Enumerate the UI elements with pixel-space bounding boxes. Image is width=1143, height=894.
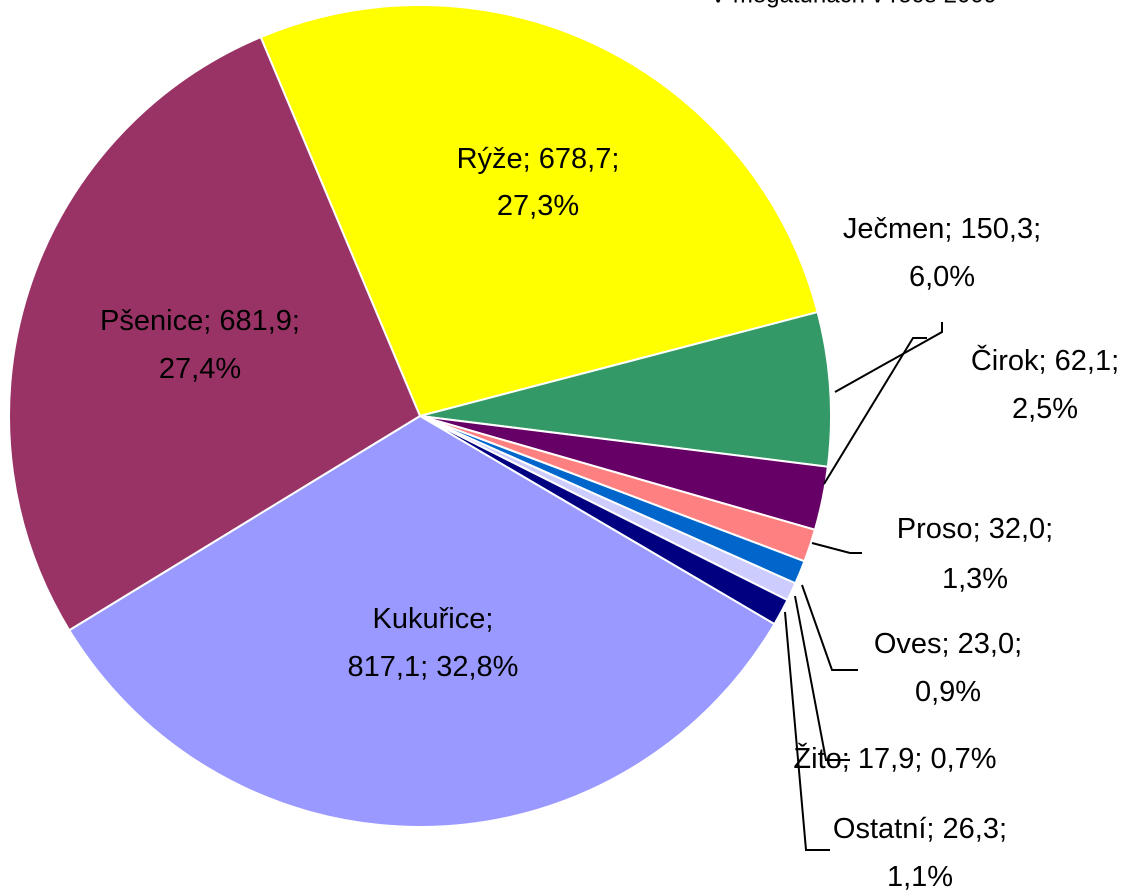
label-separator: ; [944,213,960,245]
data-label: Rýže; 678,7; [457,143,620,175]
data-label: Oves; 23,0; [874,628,1022,660]
label-part: 62,1 [1055,345,1111,377]
label-part: 26,3 [943,813,999,845]
leader-line [794,595,850,761]
label-separator: ; [1033,213,1041,245]
data-label: 6,0% [909,261,975,293]
label-part: 6,0% [909,261,975,293]
label-part: 2,5% [1012,393,1078,425]
label-part: 0,7% [930,743,996,775]
label-part: 27,4% [159,353,241,385]
pie-slice [67,414,776,828]
label-separator: ; [611,143,619,175]
pie-slice [8,35,422,632]
data-label: Čirok; 62,1; [971,343,1119,377]
leader-line [801,584,858,671]
label-part: 817,1 [348,651,421,683]
label-part: 27,3% [497,190,579,222]
data-label: 27,3% [497,190,579,222]
data-label: Proso; 32,0; [897,513,1053,545]
label-part: 32,8% [436,651,518,683]
data-label: Pšenice; 681,9; [100,305,300,337]
label-separator: ; [485,603,493,635]
label-part: 1,1% [887,861,953,893]
label-part: Ječmen [843,213,945,245]
label-part: Čirok [971,343,1039,377]
data-label: 27,4% [159,353,241,385]
label-separator: ; [914,743,930,775]
data-label: Ostatní; 26,3; [833,813,1007,845]
label-part: 32,0 [989,513,1045,545]
data-label: Žito; 17,9; 0,7% [793,742,996,775]
leader-line [784,611,830,851]
leader-line [823,337,927,485]
label-part: Proso [897,513,973,545]
label-separator: ; [1039,345,1055,377]
leader-line [811,542,862,554]
label-separator: ; [1045,513,1053,545]
label-separator: ; [420,651,436,683]
label-separator: ; [1111,345,1119,377]
data-label: 1,1% [887,861,953,893]
label-part: 23,0 [958,628,1014,660]
label-part: 150,3 [961,213,1034,245]
label-part: Rýže [457,143,523,175]
label-separator: ; [523,143,539,175]
label-separator: ; [1014,628,1022,660]
label-part: Oves [874,628,942,660]
label-part: Pšenice [100,305,203,337]
label-separator: ; [842,743,858,775]
label-separator: ; [942,628,958,660]
data-label: 2,5% [1012,393,1078,425]
pie-slice [259,4,819,418]
data-label: 1,3% [942,563,1008,595]
label-separator: ; [203,305,219,337]
leader-line [834,322,943,393]
label-separator: ; [999,813,1007,845]
label-part: Ostatní [833,813,927,845]
label-part: 0,9% [915,676,981,708]
label-part: 681,9 [219,305,292,337]
chart-subtitle: V megatunách v roce 2009 [710,0,997,8]
label-part: Kukuřice [373,603,486,635]
label-separator: ; [926,813,942,845]
data-label: Kukuřice; [373,603,494,635]
data-label: 817,1; 32,8% [348,651,519,683]
label-part: 1,3% [942,563,1008,595]
label-part: Žito [793,742,841,775]
label-part: 17,9 [858,743,914,775]
label-part: 678,7 [539,143,612,175]
data-label: Ječmen; 150,3; [843,213,1041,245]
label-separator: ; [973,513,989,545]
data-label: 0,9% [915,676,981,708]
label-separator: ; [292,305,300,337]
